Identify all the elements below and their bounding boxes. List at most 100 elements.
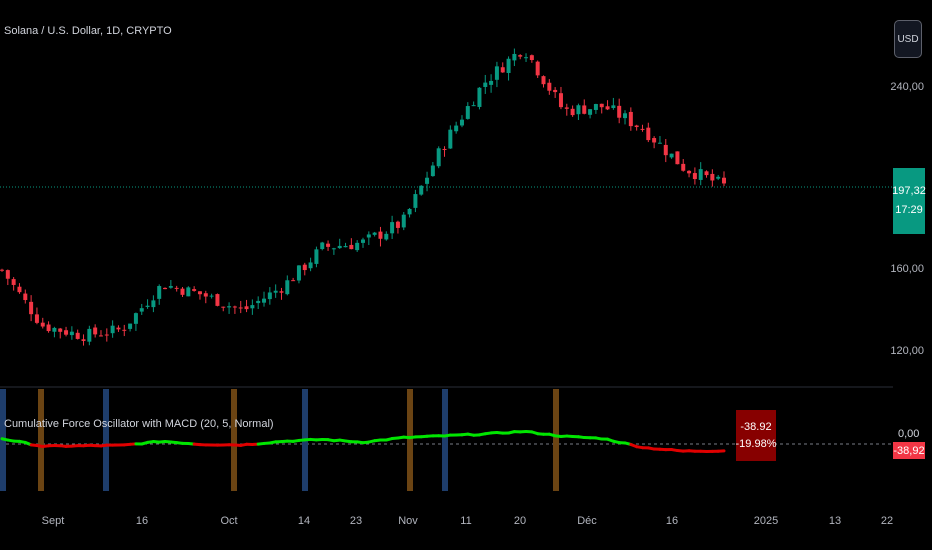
candle-body (128, 323, 133, 329)
candle-body (430, 165, 435, 177)
candle-body (413, 194, 418, 208)
candle-body (331, 248, 336, 250)
candle-body (593, 104, 598, 110)
time-label: Nov (398, 515, 418, 527)
candle-body (599, 103, 604, 108)
candle-body (605, 106, 610, 110)
candle-body (442, 148, 447, 150)
candle-body (489, 80, 494, 85)
candle-body (186, 287, 191, 297)
candle-body (506, 58, 511, 73)
bar-countdown: 17:29 (895, 204, 923, 216)
candle-body (64, 330, 69, 335)
candle-body (576, 105, 581, 115)
candle-body (23, 293, 28, 301)
candle-body (687, 170, 692, 174)
candle-body (93, 327, 98, 335)
candle-body (267, 292, 272, 300)
candle-body (401, 214, 406, 228)
candle-body (588, 109, 593, 115)
candle-body (716, 176, 721, 179)
candle-body (122, 329, 127, 331)
candle-body (553, 89, 558, 93)
last-price-value: 197,32 (892, 185, 926, 197)
candle-body (227, 306, 232, 308)
candle-body (343, 245, 348, 248)
candle-body (285, 280, 290, 295)
candle-body (477, 87, 482, 107)
candle-body (570, 108, 575, 116)
price-axis-label-160: 160,00 (890, 263, 924, 275)
candle-body (634, 125, 639, 128)
indicator-title[interactable]: Cumulative Force Oscillator with MACD (2… (4, 418, 274, 430)
candle-body (722, 177, 726, 184)
candle-body (180, 288, 185, 295)
candle-body (657, 142, 662, 144)
candle-body (465, 106, 470, 119)
candle-body (710, 173, 715, 181)
signal-band (407, 389, 413, 491)
candle-body (98, 335, 103, 337)
price-axis-label-240: 240,00 (890, 81, 924, 93)
candle-body (355, 242, 360, 251)
candle-body (675, 151, 680, 165)
time-label: 16 (135, 515, 149, 527)
candle-body (221, 306, 226, 308)
candle-body (314, 249, 319, 264)
candle-body (669, 153, 674, 158)
currency-button[interactable]: USD (894, 20, 922, 58)
candle-body (279, 291, 284, 293)
osc-value: -38.92 (740, 420, 772, 433)
candle-body (29, 301, 34, 315)
time-label: Oct (220, 515, 238, 527)
candle-body (524, 57, 529, 59)
candle-body (139, 308, 144, 312)
candle-body (232, 306, 237, 308)
candle-body (390, 222, 395, 234)
time-label: 11 (460, 515, 472, 527)
candle-body (640, 128, 645, 130)
candle-body (652, 138, 657, 143)
candle-body (296, 265, 301, 281)
candle-body (448, 129, 453, 149)
candle-body (611, 105, 616, 109)
signal-band (553, 389, 559, 491)
candle-body (500, 67, 505, 73)
candle-body (302, 264, 307, 271)
candle-body (104, 334, 109, 336)
candle-body (692, 173, 697, 180)
candle-body (163, 287, 168, 290)
candle-body (471, 105, 476, 107)
candle-body (535, 61, 540, 76)
signal-band (231, 389, 237, 491)
time-label: Déc (577, 515, 597, 527)
candle-body (17, 286, 22, 293)
time-label: 20 (513, 515, 527, 527)
candle-body (459, 119, 464, 126)
time-label: 16 (665, 515, 679, 527)
symbol-title[interactable]: Solana / U.S. Dollar, 1D, CRYPTO (4, 25, 172, 37)
candle-body (698, 169, 703, 180)
time-label: Sept (41, 515, 65, 527)
candle-body (273, 290, 278, 293)
candle-body (157, 286, 162, 299)
candle-body (238, 307, 243, 309)
candle-body (0, 269, 4, 271)
price-axis-label-120: 120,00 (890, 345, 924, 357)
candle-body (244, 306, 249, 310)
candle-body (407, 208, 412, 215)
time-label: 14 (297, 515, 311, 527)
candle-body (326, 243, 331, 247)
candle-body (110, 325, 115, 334)
candle-body (308, 262, 313, 269)
candle-body (81, 339, 86, 341)
osc-axis-label: 0,00 (898, 428, 920, 440)
candle-body (529, 55, 534, 61)
candle-body (197, 291, 202, 295)
last-price-tag: 197,32 17:29 (892, 168, 926, 234)
candle-body (582, 105, 587, 114)
candle-body (75, 332, 80, 339)
candle-body (145, 305, 150, 307)
candle-body (215, 294, 220, 306)
